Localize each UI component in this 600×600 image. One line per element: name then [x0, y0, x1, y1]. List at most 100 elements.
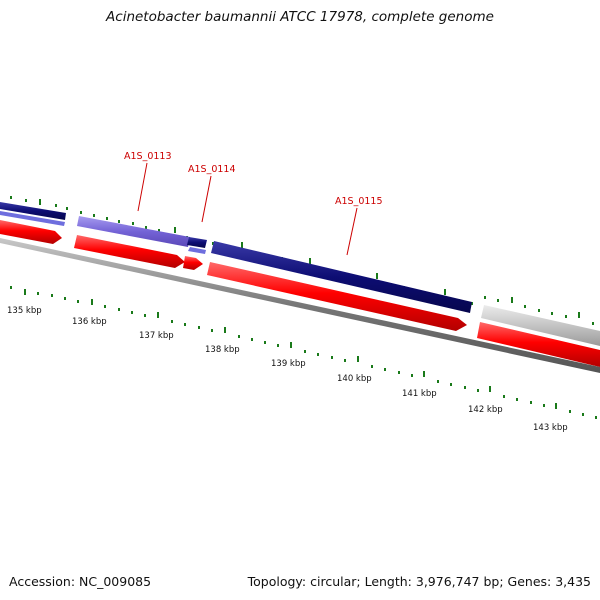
minor-tick: [530, 401, 532, 404]
minor-tick: [144, 314, 146, 317]
leader-line-A1S_0114: [201, 175, 212, 223]
genome-backbone: [0, 238, 600, 373]
minor-tick: [331, 356, 333, 359]
lower-tick-row: [10, 286, 597, 419]
minor-tick: [304, 350, 306, 353]
genome-title: Acinetobacter baumannii ATCC 17978, comp…: [106, 9, 494, 25]
minor-tick: [10, 286, 12, 289]
minor-tick: [344, 359, 346, 362]
reverse-strand: [0, 220, 600, 367]
minor-tick: [80, 211, 82, 214]
minor-tick: [238, 335, 240, 338]
tick-labels: 135 kbp 136 kbp 137 kbp 138 kbp 139 kbp …: [7, 306, 568, 433]
gene-label-A1S_0114: A1S_0114: [188, 164, 236, 175]
minor-tick: [77, 300, 79, 303]
minor-tick: [437, 380, 439, 383]
major-tick: [157, 312, 159, 318]
tick-label: 137 kbp: [139, 331, 174, 341]
major-tick: [290, 342, 292, 348]
minor-tick: [184, 323, 186, 326]
tick-label: 138 kbp: [205, 345, 240, 355]
minor-tick: [497, 299, 499, 302]
minor-tick: [503, 395, 505, 398]
gene-forward-gray: [481, 305, 600, 346]
tick-label: 143 kbp: [533, 423, 568, 433]
minor-tick: [384, 368, 386, 371]
gene-reverse-arrow: [207, 262, 467, 331]
minor-tick: [25, 199, 27, 202]
major-tick: [376, 273, 378, 279]
minor-tick: [118, 308, 120, 311]
major-tick: [489, 386, 491, 392]
minor-tick: [543, 404, 545, 407]
tick-label: 140 kbp: [337, 374, 372, 384]
minor-tick: [145, 226, 147, 229]
genome-summary-text: Topology: circular; Length: 3,976,747 bp…: [247, 574, 591, 589]
minor-tick: [477, 389, 479, 392]
minor-tick: [66, 207, 68, 210]
minor-tick: [371, 365, 373, 368]
minor-tick: [212, 242, 214, 245]
minor-tick: [171, 320, 173, 323]
minor-tick: [471, 302, 473, 305]
minor-tick: [538, 309, 540, 312]
minor-tick: [398, 371, 400, 374]
minor-tick: [251, 338, 253, 341]
leader-line-A1S_0113: [137, 162, 148, 212]
gene-A1S_0114-strip: [188, 247, 206, 254]
minor-tick: [450, 383, 452, 386]
tick-label: 139 kbp: [271, 359, 306, 369]
minor-tick: [211, 329, 213, 332]
minor-tick: [132, 222, 134, 225]
minor-tick: [595, 416, 597, 419]
tick-label: 141 kbp: [402, 389, 437, 399]
minor-tick: [10, 196, 12, 199]
minor-tick: [37, 292, 39, 295]
gene-labels: A1S_0113 A1S_0114 A1S_0115: [124, 151, 383, 256]
minor-tick: [317, 353, 319, 356]
minor-tick: [551, 312, 553, 315]
forward-strand: [0, 202, 600, 346]
major-tick: [511, 297, 513, 303]
minor-tick: [569, 410, 571, 413]
minor-tick: [51, 294, 53, 297]
minor-tick: [484, 296, 486, 299]
minor-tick: [198, 326, 200, 329]
gene-label-A1S_0115: A1S_0115: [335, 196, 383, 207]
major-tick: [39, 199, 41, 205]
minor-tick: [93, 214, 95, 217]
leader-line-A1S_0115: [346, 207, 358, 256]
major-tick: [309, 258, 311, 264]
minor-tick: [118, 220, 120, 223]
minor-tick: [106, 217, 108, 220]
minor-tick: [524, 305, 526, 308]
gene-reverse-arrow: [183, 256, 203, 270]
minor-tick: [582, 413, 584, 416]
major-tick: [555, 403, 557, 409]
minor-tick: [411, 374, 413, 377]
tick-label: 142 kbp: [468, 405, 503, 415]
gene-A1S_0113: [77, 216, 190, 247]
minor-tick: [64, 297, 66, 300]
minor-tick: [264, 341, 266, 344]
gene-reverse-arrow: [0, 220, 62, 244]
gene-reverse-arrow: [74, 235, 185, 268]
minor-tick: [565, 315, 567, 318]
major-tick: [24, 289, 26, 295]
gene-label-A1S_0113: A1S_0113: [124, 151, 172, 162]
gene-forward-light-strip: [0, 211, 65, 226]
tick-label: 136 kbp: [72, 317, 107, 327]
minor-tick: [592, 322, 594, 325]
accession-text: Accession: NC_009085: [9, 574, 152, 589]
gene-A1S_0114: [187, 237, 207, 248]
major-tick: [91, 299, 93, 305]
tick-label: 135 kbp: [7, 306, 42, 316]
minor-tick: [277, 344, 279, 347]
gene-forward-dark: [0, 202, 66, 220]
minor-tick: [131, 311, 133, 314]
minor-tick: [158, 229, 160, 232]
minor-tick: [464, 386, 466, 389]
major-tick: [578, 312, 580, 318]
minor-tick: [516, 398, 518, 401]
